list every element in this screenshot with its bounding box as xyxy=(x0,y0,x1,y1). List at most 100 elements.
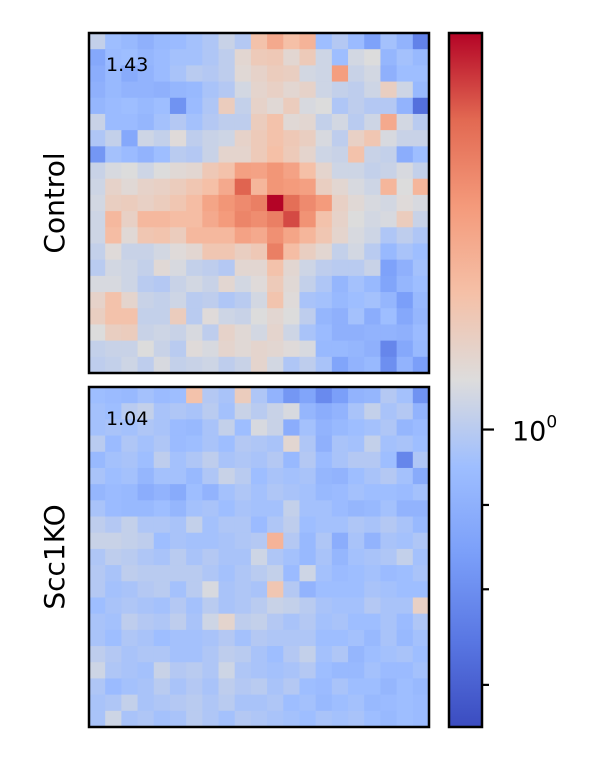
heatmap-cell-control xyxy=(348,162,365,180)
heatmap-cell-scc1ko xyxy=(315,467,333,485)
heatmap-cell-scc1ko xyxy=(331,419,349,437)
heatmap-cell-control xyxy=(396,33,414,50)
heatmap-cell-scc1ko xyxy=(299,435,317,453)
heatmap-cell-scc1ko xyxy=(364,435,382,453)
heatmap-cell-control xyxy=(380,130,398,147)
heatmap-cell-scc1ko xyxy=(267,565,284,582)
heatmap-cell-control xyxy=(364,194,382,212)
heatmap-cell-control xyxy=(89,356,106,374)
heatmap-cell-scc1ko xyxy=(267,403,284,420)
heatmap-cell-control xyxy=(202,356,220,374)
heatmap-cell-control xyxy=(121,211,139,228)
heatmap-cell-scc1ko xyxy=(153,387,171,404)
heatmap-cell-scc1ko xyxy=(137,419,155,437)
heatmap-cell-control xyxy=(283,340,301,358)
heatmap-cell-scc1ko xyxy=(153,500,171,518)
heatmap-cell-scc1ko xyxy=(137,613,155,631)
heatmap-cell-control xyxy=(380,113,398,131)
heatmap-cell-control xyxy=(169,130,187,147)
heatmap-cell-scc1ko xyxy=(348,484,365,501)
heatmap-cell-scc1ko xyxy=(412,662,430,680)
heatmap-cell-control xyxy=(218,356,236,374)
heatmap-cell-control xyxy=(169,49,187,66)
heatmap-cell-control xyxy=(137,65,155,83)
heatmap-cell-control xyxy=(169,275,187,293)
heatmap-cell-control xyxy=(250,259,268,277)
heatmap-cell-control xyxy=(283,292,301,309)
heatmap-cell-control xyxy=(121,97,139,115)
heatmap-cell-control xyxy=(234,194,252,212)
heatmap-cell-scc1ko xyxy=(380,694,398,712)
heatmap-cell-scc1ko xyxy=(331,387,349,404)
heatmap-cell-control xyxy=(105,130,122,147)
heatmap-cell-control xyxy=(153,275,171,293)
heatmap-cell-scc1ko xyxy=(348,662,365,680)
heatmap-cell-scc1ko xyxy=(396,419,414,437)
heatmap-cell-control xyxy=(412,146,430,164)
heatmap-cell-scc1ko xyxy=(186,581,203,599)
heatmap-cell-scc1ko xyxy=(396,597,414,615)
heatmap-cell-scc1ko xyxy=(218,532,236,550)
heatmap-cell-control xyxy=(364,292,382,309)
heatmap-cell-control xyxy=(121,275,139,293)
heatmap-cell-control xyxy=(364,356,382,374)
heatmap-cell-scc1ko xyxy=(218,597,236,615)
heatmap-cell-control xyxy=(186,178,203,196)
heatmap-cell-control xyxy=(348,292,365,309)
heatmap-cell-scc1ko xyxy=(186,646,203,663)
heatmap-cell-control xyxy=(105,292,122,309)
heatmap-cell-scc1ko xyxy=(218,403,236,420)
panel-frame-scc1ko xyxy=(87,385,431,729)
heatmap-cell-scc1ko xyxy=(299,484,317,501)
heatmap-cell-control xyxy=(412,81,430,99)
heatmap-cell-scc1ko xyxy=(315,597,333,615)
heatmap-cell-scc1ko xyxy=(202,678,220,696)
heatmap-cell-scc1ko xyxy=(250,565,268,582)
heatmap-cell-control xyxy=(89,275,106,293)
heatmap-cell-control xyxy=(250,113,268,131)
heatmap-cell-control xyxy=(234,292,252,309)
heatmap-cell-control xyxy=(380,324,398,342)
heatmap-cell-control xyxy=(137,130,155,147)
heatmap-cell-scc1ko xyxy=(202,484,220,501)
heatmap-cell-scc1ko xyxy=(105,613,122,631)
heatmap-cell-scc1ko xyxy=(105,387,122,404)
heatmap-cell-scc1ko xyxy=(121,694,139,712)
heatmap-cell-scc1ko xyxy=(299,516,317,534)
heatmap-cell-control xyxy=(267,146,284,164)
heatmap-cell-control xyxy=(105,356,122,374)
heatmap-cell-scc1ko xyxy=(250,451,268,469)
heatmap-cell-scc1ko xyxy=(202,694,220,712)
heatmap-cell-control xyxy=(153,259,171,277)
heatmap-cell-scc1ko xyxy=(331,451,349,469)
heatmap-cell-control xyxy=(121,65,139,83)
heatmap-cell-control xyxy=(218,33,236,50)
heatmap-cell-control xyxy=(283,146,301,164)
heatmap-cell-scc1ko xyxy=(364,694,382,712)
heatmap-cell-scc1ko xyxy=(348,678,365,696)
heatmap-cell-control xyxy=(89,33,106,50)
heatmap-cell-control xyxy=(283,65,301,83)
heatmap-cell-scc1ko xyxy=(234,581,252,599)
heatmap-cell-control xyxy=(299,292,317,309)
heatmap-cell-control xyxy=(186,243,203,261)
heatmap-cell-control xyxy=(348,324,365,342)
heatmap-cell-control xyxy=(380,275,398,293)
heatmap-cell-scc1ko xyxy=(396,694,414,712)
colorbar-major-tick-label: 100 xyxy=(512,413,557,448)
heatmap-cell-scc1ko xyxy=(218,500,236,518)
heatmap-cell-control xyxy=(121,308,139,326)
heatmap-cell-control xyxy=(380,162,398,180)
heatmap-cell-control xyxy=(412,97,430,115)
heatmap-cell-scc1ko xyxy=(89,419,106,437)
heatmap-cell-control xyxy=(348,146,365,164)
heatmap-cell-control xyxy=(283,243,301,261)
heatmap-cell-scc1ko xyxy=(396,484,414,501)
heatmap-cell-control xyxy=(380,340,398,358)
heatmap-cell-control xyxy=(89,178,106,196)
heatmap-cell-scc1ko xyxy=(121,532,139,550)
heatmap-cell-scc1ko xyxy=(153,532,171,550)
heatmap-cell-control xyxy=(89,340,106,358)
heatmap-cell-control xyxy=(218,211,236,228)
heatmap-cell-scc1ko xyxy=(283,581,301,599)
